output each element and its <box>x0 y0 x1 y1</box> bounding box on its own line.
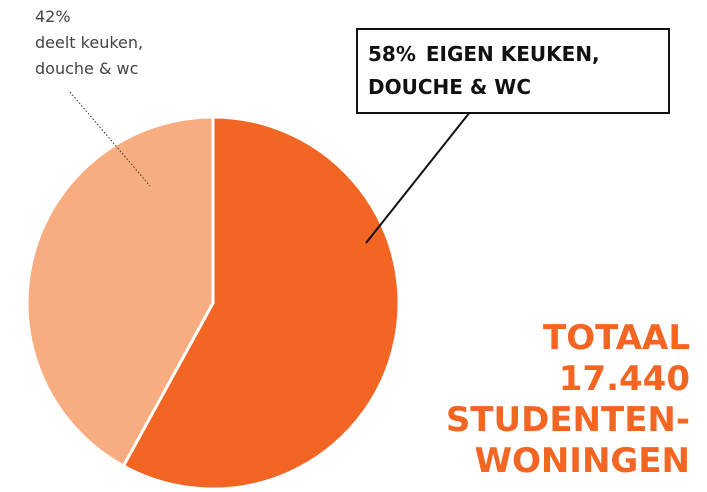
annotation-line: WONINGEN <box>474 441 690 481</box>
pie-slice <box>25 115 215 468</box>
leader-line <box>365 111 471 244</box>
leader-line <box>69 91 151 187</box>
annotation-line: TOTAAL <box>543 318 690 358</box>
category-label: EIGEN KEUKEN, DOUCHE & WC <box>368 42 600 99</box>
annotation-line: 17.440 <box>558 359 690 399</box>
value-label: 58% <box>368 42 416 66</box>
annotation-line: STUDENTEN- <box>445 400 690 440</box>
value-label: 42% <box>35 7 71 26</box>
annotation: TOTAAL 17.440 STUDENTEN- WONINGEN <box>446 318 690 482</box>
callout: 58% EIGEN KEUKEN, DOUCHE & WC <box>356 28 670 114</box>
pie <box>25 115 401 491</box>
category-label: deelt keuken, douche & wc <box>35 33 144 78</box>
small-label: 42% deelt keuken, douche & wc <box>35 4 175 82</box>
pie-slice <box>121 115 401 491</box>
